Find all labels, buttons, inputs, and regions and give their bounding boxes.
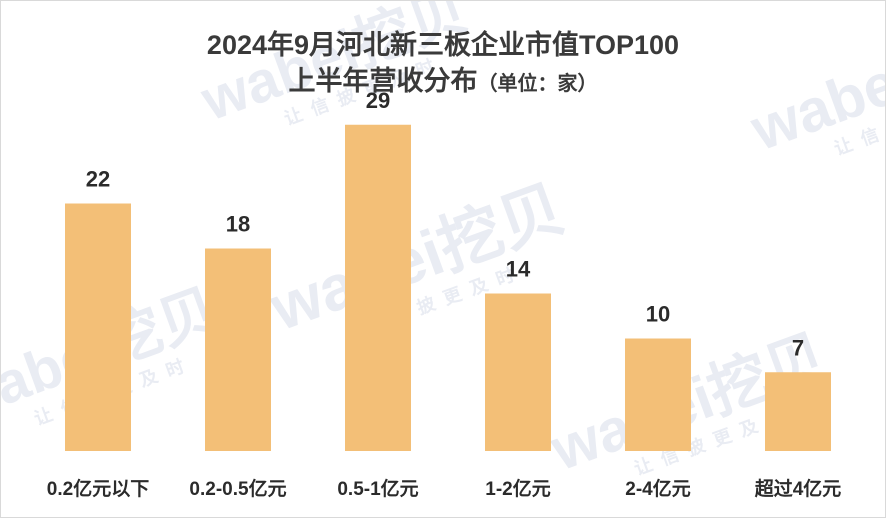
x-tick-label-1: 0.2亿元以下: [47, 477, 149, 500]
chart-subtitle: 上半年营收分布: [288, 66, 478, 96]
bar-2: [205, 248, 271, 451]
data-label-3: 29: [366, 88, 390, 113]
x-tick-label-6: 超过4亿元: [754, 477, 842, 500]
chart-unit: （单位：家）: [477, 73, 598, 95]
x-tick-label-4: 1-2亿元: [485, 477, 550, 500]
bar-3: [345, 124, 411, 451]
chart-title-line1: 2024年9月河北新三板企业市值TOP100: [206, 30, 680, 60]
bar-5: [625, 338, 691, 451]
data-label-6: 7: [792, 335, 804, 360]
data-label-5: 10: [646, 302, 670, 327]
x-tick-label-2: 0.2-0.5亿元: [189, 477, 286, 500]
data-label-1: 22: [86, 167, 110, 192]
bar-4: [485, 293, 551, 451]
bar-1: [65, 203, 131, 451]
chart-title: 2024年9月河北新三板企业市值TOP100 上半年营收分布（单位：家）: [1, 27, 885, 102]
x-tick-label-3: 0.5-1亿元: [337, 477, 418, 500]
chart-title-line2: 上半年营收分布（单位：家）: [1, 63, 885, 102]
data-label-2: 18: [226, 212, 250, 237]
bar-6: [765, 372, 831, 451]
data-label-4: 14: [506, 257, 531, 282]
x-tick-label-5: 2-4亿元: [625, 477, 690, 500]
